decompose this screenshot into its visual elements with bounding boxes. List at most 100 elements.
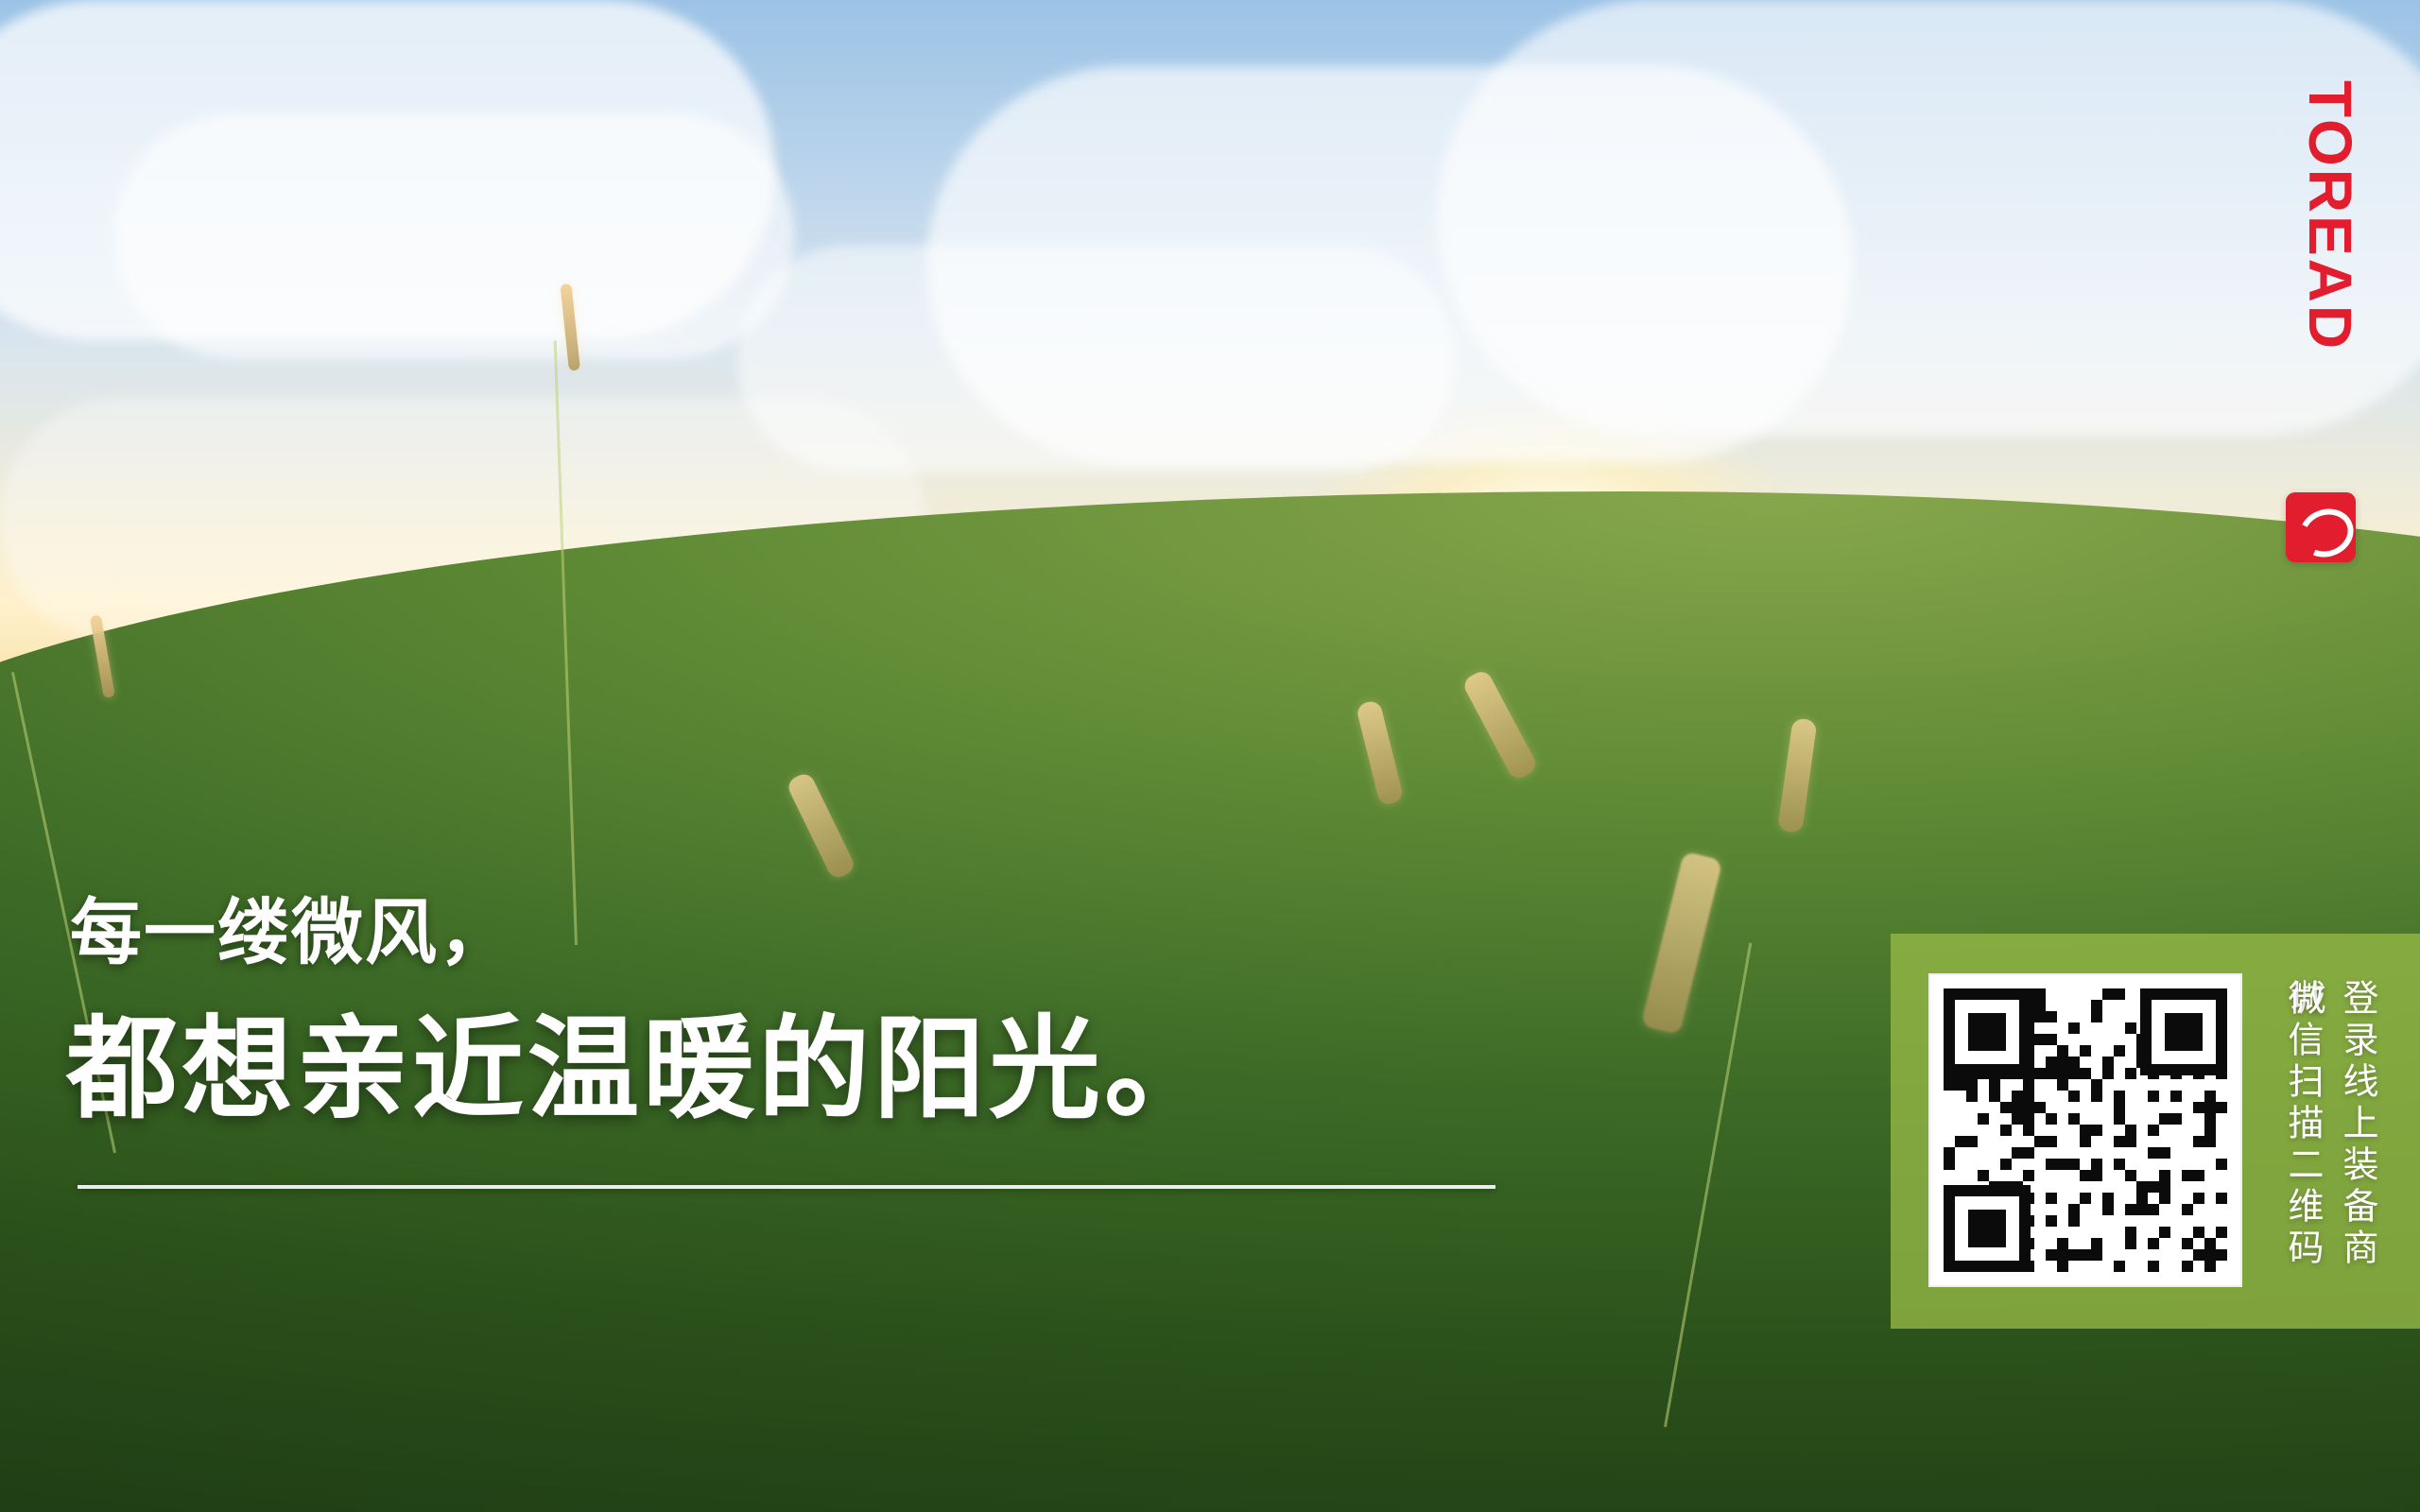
- qr-module: [2159, 1261, 2170, 1272]
- qr-module: [2012, 1249, 2023, 1261]
- qr-module: [2091, 1204, 2102, 1215]
- qr-module: [1989, 1193, 2000, 1204]
- qr-module: [2068, 1170, 2080, 1181]
- qr-module: [2068, 1238, 2080, 1249]
- qr-module: [1989, 1091, 2000, 1102]
- qr-module: [2102, 1079, 2114, 1091]
- qr-module: [1966, 1068, 1978, 1079]
- qr-module: [2182, 1204, 2193, 1215]
- qr-module: [2170, 1170, 2182, 1181]
- qr-module: [2023, 1068, 2034, 1079]
- qr-module: [1989, 1181, 2000, 1193]
- qr-module: [2193, 1204, 2204, 1215]
- qr-text-line-1: 登录线上装备商城: [2284, 979, 2378, 1270]
- qr-module: [1978, 988, 1989, 1000]
- qr-module: [1989, 1136, 2000, 1147]
- qr-module: [2057, 1000, 2068, 1011]
- qr-module: [2080, 1261, 2091, 1272]
- qr-module: [2091, 988, 2102, 1000]
- qr-module: [1978, 1170, 1989, 1181]
- qr-module: [2091, 1193, 2102, 1204]
- qr-module: [2136, 1227, 2148, 1238]
- qr-module: [2182, 1261, 2193, 1272]
- qr-module: [1944, 1249, 1955, 1261]
- qr-module: [1966, 1170, 1978, 1181]
- qr-module: [1966, 1045, 1978, 1057]
- qr-module: [2012, 1193, 2023, 1204]
- qr-module: [2148, 1011, 2159, 1022]
- qr-module: [2102, 1238, 2114, 1249]
- qr-module: [1944, 1193, 1955, 1204]
- qr-module: [2204, 1136, 2216, 1147]
- qr-module: [1989, 988, 2000, 1000]
- qr-module: [2136, 1181, 2148, 1193]
- qr-module: [2182, 1136, 2193, 1147]
- qr-module: [2102, 1159, 2114, 1170]
- qr-module: [2046, 1022, 2057, 1034]
- qr-module: [2170, 1204, 2182, 1215]
- qr-module: [2125, 1159, 2136, 1170]
- qr-module: [2000, 1227, 2012, 1238]
- qr-module: [2136, 1249, 2148, 1261]
- qr-module: [2102, 1215, 2114, 1227]
- qr-module: [2068, 1193, 2080, 1204]
- qr-module: [2182, 1238, 2193, 1249]
- qr-module: [2068, 1181, 2080, 1193]
- qr-module: [2057, 1091, 2068, 1102]
- qr-module: [1966, 1181, 1978, 1193]
- qr-module: [1966, 1159, 1978, 1170]
- qr-module: [2125, 1102, 2136, 1113]
- qr-module: [2057, 1238, 2068, 1249]
- qr-module: [2204, 1147, 2216, 1159]
- qr-module: [1966, 1147, 1978, 1159]
- qr-module: [2193, 1136, 2204, 1147]
- qr-module: [1978, 1147, 1989, 1159]
- qr-code-icon: [1928, 973, 2242, 1287]
- qr-module: [2136, 1159, 2148, 1170]
- qr-module: [2216, 1091, 2227, 1102]
- qr-module: [2125, 1022, 2136, 1034]
- qr-module: [2034, 1125, 2046, 1136]
- qr-module: [2170, 1057, 2182, 1068]
- qr-module: [2204, 1215, 2216, 1227]
- qr-module: [2125, 988, 2136, 1000]
- qr-module: [2068, 1091, 2080, 1102]
- qr-module: [1944, 1000, 1955, 1011]
- qr-module: [2125, 1249, 2136, 1261]
- qr-module: [2204, 1113, 2216, 1125]
- qr-module: [2068, 1261, 2080, 1272]
- qr-module: [2216, 1068, 2227, 1079]
- qr-module: [2080, 1102, 2091, 1113]
- qr-finder: [1944, 1185, 2031, 1272]
- qr-module: [2114, 1249, 2125, 1261]
- qr-module: [2148, 1113, 2159, 1125]
- qr-module: [2125, 1136, 2136, 1147]
- qr-module: [2012, 1215, 2023, 1227]
- qr-module: [2057, 1022, 2068, 1034]
- qr-module: [2159, 1113, 2170, 1125]
- qr-module: [2046, 1011, 2057, 1022]
- qr-module: [1978, 1136, 1989, 1147]
- qr-module: [1944, 1057, 1955, 1068]
- qr-module: [2136, 1113, 2148, 1125]
- qr-module: [2136, 1091, 2148, 1102]
- qr-module: [2125, 1034, 2136, 1045]
- qr-module: [2170, 1068, 2182, 1079]
- qr-module: [2046, 1249, 2057, 1261]
- qr-module: [2057, 1034, 2068, 1045]
- qr-module: [2148, 1057, 2159, 1068]
- qr-module: [1989, 1045, 2000, 1057]
- qr-module: [2034, 1193, 2046, 1204]
- qr-module: [2080, 1170, 2091, 1181]
- qr-module: [2204, 1068, 2216, 1079]
- qr-module: [2159, 1227, 2170, 1238]
- qr-module: [2182, 1227, 2193, 1238]
- qr-module: [2204, 1000, 2216, 1011]
- qr-module: [2023, 1193, 2034, 1204]
- qr-module: [2034, 1022, 2046, 1034]
- qr-module: [1944, 1068, 1955, 1079]
- qr-module: [2023, 1215, 2034, 1227]
- qr-module: [2159, 1170, 2170, 1181]
- qr-module: [2148, 1079, 2159, 1091]
- qr-module: [1989, 1079, 2000, 1091]
